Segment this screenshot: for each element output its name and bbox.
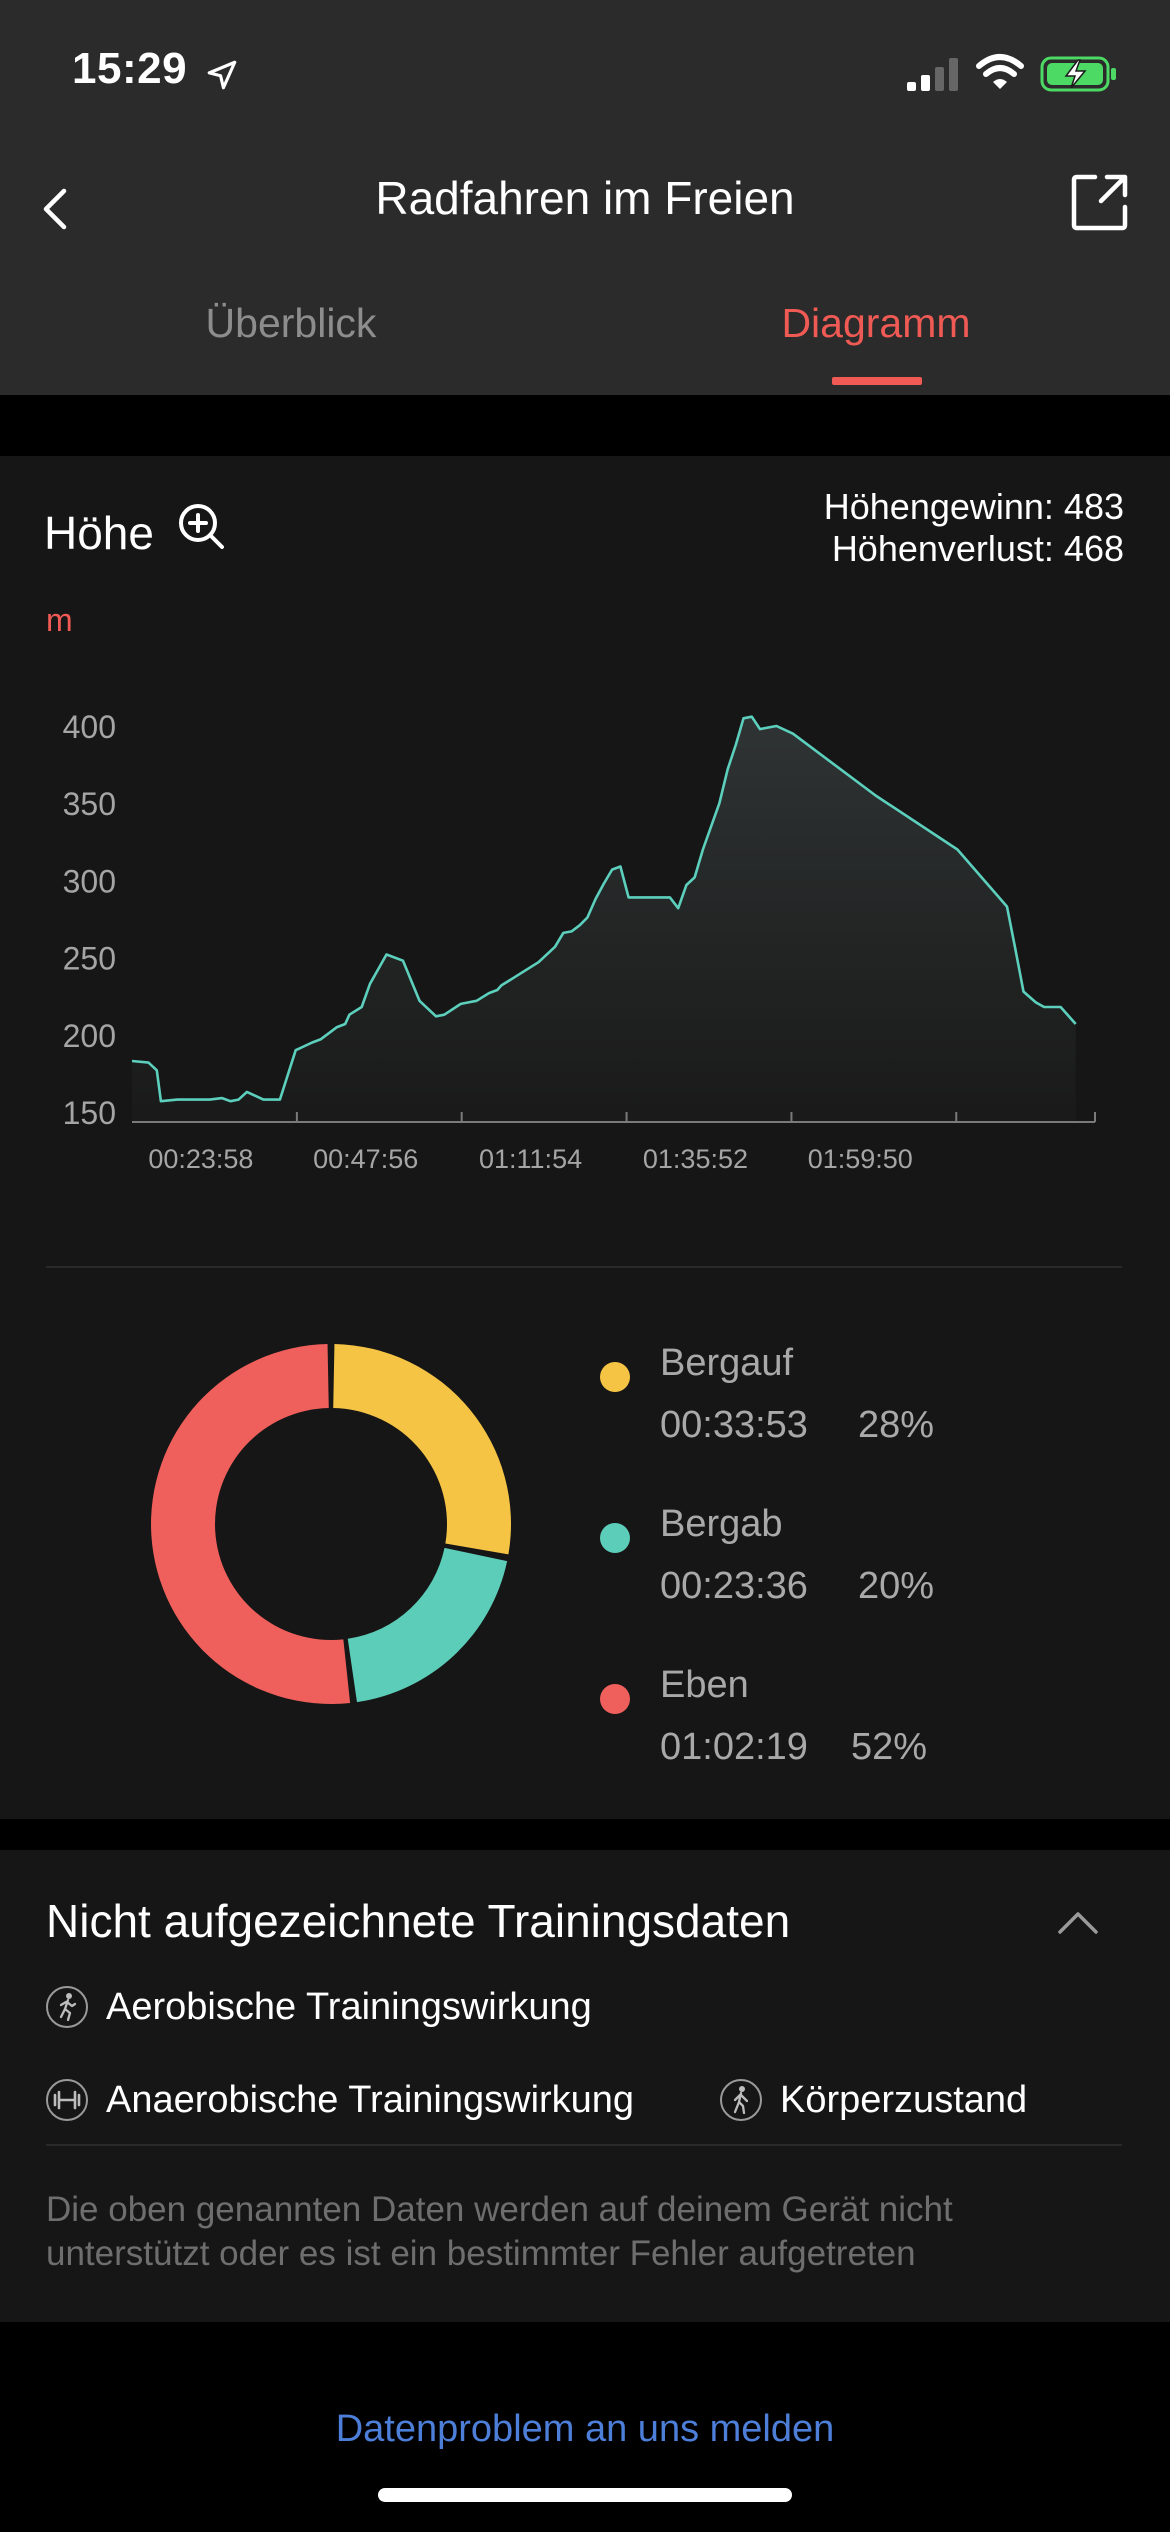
page-title: Radfahren im Freien <box>375 172 795 224</box>
elevation-area <box>132 716 1076 1122</box>
y-axis-unit: m <box>46 602 73 638</box>
altitude-title: Höhe <box>44 507 154 559</box>
elevation-line <box>131 715 1077 1103</box>
legend-dot-flat <box>600 1684 630 1714</box>
missing-item-anaerobic: Anaerobische Trainingswirkung <box>106 2079 635 2121</box>
legend-dot-uphill <box>600 1362 630 1392</box>
donut-segment-downhill <box>347 1547 508 1703</box>
x-tick-label: 00:23:58 <box>148 1144 253 1174</box>
donut-segment-uphill <box>333 1344 512 1555</box>
zoom-in-icon[interactable] <box>177 502 227 552</box>
legend-uphill-time: 00:33:53 <box>660 1404 808 1446</box>
wifi-icon <box>976 54 1024 89</box>
missing-item-body-state: Körperzustand <box>780 2079 1028 2121</box>
status-time: 15:29 <box>72 44 188 93</box>
elevation-gain: Höhengewinn: 483 <box>823 486 1124 527</box>
missing-data-card: Nicht aufgezeichnete Trainingsdaten Aero… <box>0 1850 1170 2322</box>
x-tick-label: 00:47:56 <box>313 1144 418 1174</box>
legend-flat-time: 01:02:19 <box>660 1726 808 1768</box>
tab-overview[interactable]: Überblick <box>205 300 377 346</box>
back-button[interactable] <box>30 167 90 247</box>
missing-data-note: Die oben genannten Daten werden auf dein… <box>46 2190 953 2273</box>
legend-downhill-percent: 20% <box>858 1565 935 1607</box>
donut-segment-flat <box>151 1344 351 1704</box>
battery-charging-icon <box>1040 56 1116 92</box>
walker-icon <box>720 2079 762 2121</box>
missing-data-title: Nicht aufgezeichnete Trainingsdaten <box>46 1895 791 1947</box>
tab-diagram[interactable]: Diagramm <box>781 300 971 346</box>
altitude-card: Höhe Höhengewinn: 483 Höhenverlust: 468 … <box>0 456 1170 1819</box>
dumbbell-icon <box>46 2079 88 2121</box>
section-divider <box>46 1266 1122 1268</box>
x-tick-label: 01:11:54 <box>479 1144 582 1174</box>
report-data-problem-link[interactable]: Datenproblem an uns melden <box>335 2408 835 2450</box>
y-tick-label: 300 <box>63 863 116 899</box>
home-indicator <box>378 2488 792 2502</box>
active-tab-indicator <box>832 377 922 385</box>
elevation-loss: Höhenverlust: 468 <box>831 528 1124 569</box>
legend-dot-downhill <box>600 1523 630 1553</box>
legend-flat-percent: 52% <box>851 1726 928 1768</box>
legend-flat-name: Eben <box>660 1664 749 1706</box>
y-tick-label: 400 <box>63 709 116 745</box>
status-bar: 15:29 <box>0 0 1170 145</box>
legend-downhill-name: Bergab <box>660 1503 783 1545</box>
location-arrow-icon <box>207 60 237 90</box>
legend-downhill-time: 00:23:36 <box>660 1565 808 1607</box>
runner-icon <box>46 1986 88 2028</box>
y-tick-label: 250 <box>63 941 116 977</box>
nav-bar: Radfahren im Freien Überblick Diagramm <box>0 145 1170 395</box>
altitude-chart: 150 200 250 300 350 400 00:23:58 00:47:56 01:11… <box>63 709 1096 1174</box>
legend-uphill-percent: 28% <box>858 1404 935 1446</box>
chevron-up-icon[interactable] <box>1056 1908 1100 1938</box>
y-tick-label: 150 <box>63 1095 116 1131</box>
y-tick-label: 350 <box>63 786 116 822</box>
legend-uphill-name: Bergauf <box>660 1342 794 1384</box>
share-button[interactable] <box>1065 167 1135 237</box>
x-tick-label: 01:59:50 <box>808 1144 913 1174</box>
missing-divider <box>46 2144 1122 2146</box>
time-breakdown-donut <box>151 1344 512 1704</box>
y-tick-label: 200 <box>63 1018 116 1054</box>
x-tick-label: 01:35:52 <box>643 1144 748 1174</box>
cellular-signal-icon <box>907 58 958 91</box>
missing-item-aerobic: Aerobische Trainingswirkung <box>106 1986 592 2028</box>
